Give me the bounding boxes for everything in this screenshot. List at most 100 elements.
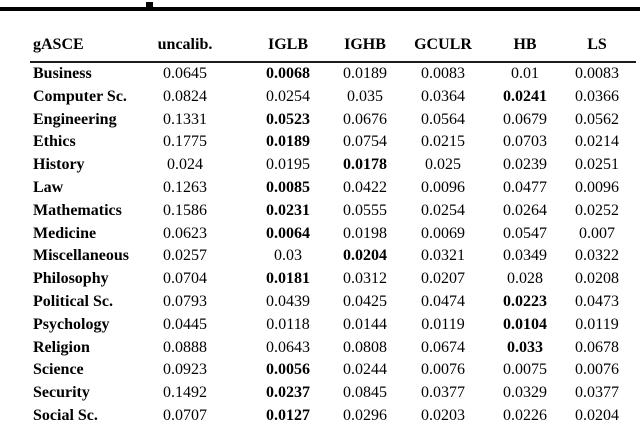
cell-value: 0.0264 xyxy=(503,201,547,219)
row-label: Political Sc. xyxy=(33,292,113,310)
cell-value: 0.0707 xyxy=(130,404,240,428)
cell-value-best: 0.0241 xyxy=(503,87,547,105)
cell-value-best: 0.0104 xyxy=(503,315,547,333)
cell-value: 0.0083 xyxy=(575,65,619,82)
column-header: LS xyxy=(558,12,636,63)
cell-value: 0.03 xyxy=(274,247,302,265)
row-label: Business xyxy=(33,65,92,82)
cell-value: 0.0439 xyxy=(266,292,310,310)
row-label: Ethics xyxy=(33,133,76,151)
cell-value: 0.0564 xyxy=(421,110,465,128)
cell-value-best: 0.033 xyxy=(507,338,543,356)
cell-value: 0.1331 xyxy=(163,110,207,128)
cell-value: 0.024 xyxy=(167,156,203,174)
cell-value: 0.0208 xyxy=(575,270,619,288)
table-row: Ethics 0.1775 0.0189 0.0754 0.0215 0.0703 0.02… xyxy=(30,131,636,154)
table-row: Miscellaneous 0.0257 0.03 0.0204 0.0321 0.034… xyxy=(30,245,636,268)
cell-value-best: 0.0231 xyxy=(266,201,310,219)
cell-value-best: 0.0237 xyxy=(266,384,310,402)
cell-value: 0.0364 xyxy=(421,87,465,105)
table-row: Business 0.0645 0.0068 0.0189 0.0083 0.01 0.00… xyxy=(30,62,636,86)
row-label: Medicine xyxy=(33,224,97,242)
cell-value: 0.01 xyxy=(511,65,539,82)
cell-value: 0.0076 xyxy=(421,361,465,379)
cell-value: 0.0473 xyxy=(575,292,619,310)
cell-value: 0.0888 xyxy=(163,338,207,356)
cell-value: 0.0207 xyxy=(421,270,465,288)
cell-value: 0.0119 xyxy=(421,315,465,333)
table-row: Computer Sc. 0.0824 0.0254 0.035 0.0364 0.024… xyxy=(30,86,636,109)
cell-value: 0.0096 xyxy=(421,178,465,196)
cell-value-best: 0.0523 xyxy=(266,110,310,128)
cell-value: 0.0215 xyxy=(421,133,465,151)
header-row: gASCE uncalib. IGLB IGHB GCULR HB LS xyxy=(30,12,636,63)
cell-value: 0.0254 xyxy=(421,201,465,219)
cell-value: 0.0204 xyxy=(558,404,636,428)
cell-value: 0.0445 xyxy=(163,315,207,333)
row-label: Miscellaneous xyxy=(33,247,129,265)
table-row: Science 0.0923 0.0056 0.0244 0.0076 0.0075 0.0… xyxy=(30,359,636,382)
cell-value: 0.0254 xyxy=(266,87,310,105)
table-row: Law 0.1263 0.0085 0.0422 0.0096 0.0477 0.0096 xyxy=(30,177,636,200)
cell-value: 0.0198 xyxy=(343,224,387,242)
table-row: Philosophy 0.0704 0.0181 0.0312 0.0207 0.028 0… xyxy=(30,268,636,291)
cell-value: 0.0349 xyxy=(503,247,547,265)
cell-value: 0.035 xyxy=(347,87,383,105)
table-body: Business 0.0645 0.0068 0.0189 0.0083 0.01 0.00… xyxy=(30,62,636,428)
cell-value: 0.0189 xyxy=(343,65,387,82)
table-row: Medicine 0.0623 0.0064 0.0198 0.0069 0.0547 0.… xyxy=(30,223,636,246)
cell-value: 0.0676 xyxy=(343,110,387,128)
cell-value: 0.0251 xyxy=(575,156,619,174)
cell-value-best: 0.0085 xyxy=(266,178,310,196)
cell-value: 0.0083 xyxy=(421,65,465,82)
cell-value-best: 0.0056 xyxy=(266,361,310,379)
cell-value: 0.1492 xyxy=(163,384,207,402)
cell-value: 0.007 xyxy=(579,224,615,242)
cell-value: 0.0645 xyxy=(163,65,207,82)
row-label: History xyxy=(33,156,85,174)
cell-value: 0.0329 xyxy=(503,384,547,402)
cell-value: 0.0366 xyxy=(575,87,619,105)
cell-value: 0.0754 xyxy=(343,133,387,151)
cell-value: 0.028 xyxy=(507,270,543,288)
table-row: History 0.024 0.0195 0.0178 0.025 0.0239 0.025… xyxy=(30,154,636,177)
table-top-rule xyxy=(0,7,640,11)
column-header: IGHB xyxy=(336,12,394,63)
cell-value: 0.025 xyxy=(425,156,461,174)
cell-value: 0.0422 xyxy=(343,178,387,196)
row-label: Psychology xyxy=(33,315,110,333)
cell-value: 0.0321 xyxy=(421,247,465,265)
cell-value: 0.0555 xyxy=(343,201,387,219)
cell-value: 0.0203 xyxy=(394,404,492,428)
cell-value: 0.1263 xyxy=(163,178,207,196)
cell-value: 0.0704 xyxy=(163,270,207,288)
cell-value: 0.0425 xyxy=(343,292,387,310)
cell-value: 0.0144 xyxy=(343,315,387,333)
table-row: Mathematics 0.1586 0.0231 0.0555 0.0254 0.026… xyxy=(30,200,636,223)
cell-value: 0.0923 xyxy=(163,361,207,379)
cell-value-best: 0.0178 xyxy=(343,156,387,174)
table-row: Social Sc. 0.0707 0.0127 0.0296 0.0203 0.0226… xyxy=(30,404,636,428)
cell-value-best: 0.0127 xyxy=(240,404,336,428)
table-row: Political Sc. 0.0793 0.0439 0.0425 0.0474 0.0… xyxy=(30,291,636,314)
cell-value: 0.0076 xyxy=(575,361,619,379)
cell-value: 0.0244 xyxy=(343,361,387,379)
cell-value: 0.0562 xyxy=(575,110,619,128)
row-label: Religion xyxy=(33,338,90,356)
cell-value: 0.0808 xyxy=(343,338,387,356)
cell-value-best: 0.0068 xyxy=(266,65,310,82)
cell-value: 0.0252 xyxy=(575,201,619,219)
cropped-caption-descender-artifact xyxy=(146,2,153,7)
table-row: Security 0.1492 0.0237 0.0845 0.0377 0.0329 0.… xyxy=(30,382,636,405)
row-label: Law xyxy=(33,178,64,196)
cell-value-best: 0.0223 xyxy=(503,292,547,310)
cell-value-best: 0.0204 xyxy=(343,247,387,265)
cell-value: 0.0296 xyxy=(336,404,394,428)
cell-value: 0.0793 xyxy=(163,292,207,310)
cell-value: 0.0226 xyxy=(492,404,558,428)
column-header: uncalib. xyxy=(130,12,240,63)
table-row: Psychology 0.0445 0.0118 0.0144 0.0119 0.0104… xyxy=(30,314,636,337)
column-header: GCULR xyxy=(394,12,492,63)
cell-value-best: 0.0181 xyxy=(266,270,310,288)
